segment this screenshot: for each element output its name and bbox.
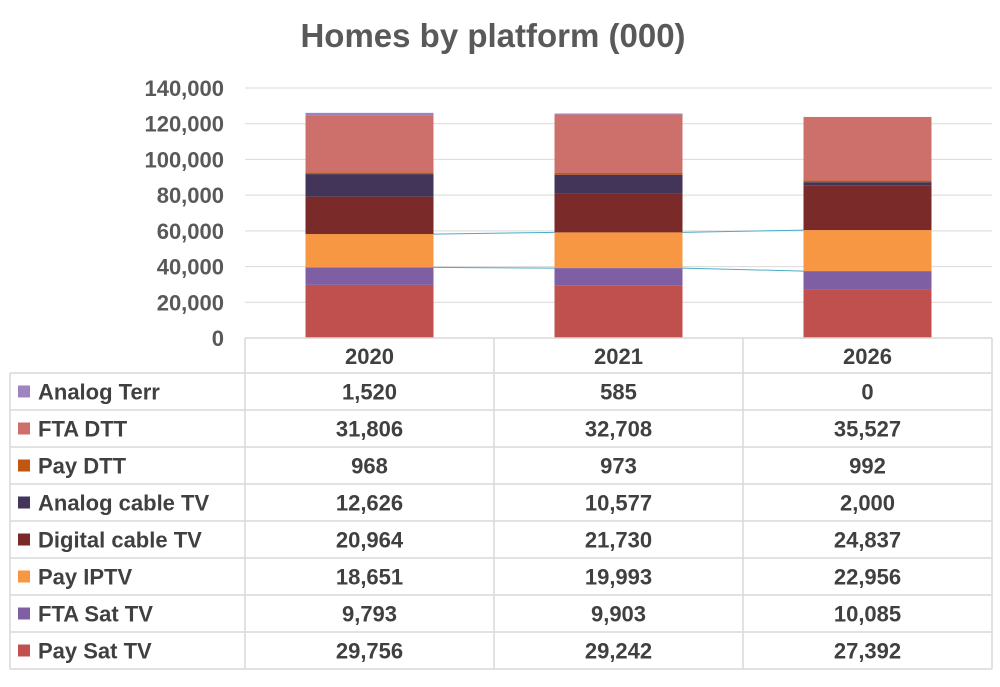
bars: Pay Sat TV 2020: 29,756FTA Sat TV 2020: … [305,112,932,338]
bar-digital-cable-tv-2026: Digital cable TV 2026: 24,837 [803,185,932,231]
bar-pay-dtt-2026: Pay DTT 2026: 992 [803,180,932,183]
legend-label: Analog cable TV [38,491,209,516]
bar-pay-iptv-2021: Pay IPTV 2021: 19,993 [554,232,683,269]
y-tick-label: 0 [212,326,224,351]
bar-pay-dtt-2021: Pay DTT 2021: 973 [554,172,683,175]
bar-fta-sat-tv-2020: FTA Sat TV 2020: 9,793 [305,267,434,285]
data-label: 35,527 [834,417,901,442]
y-tick-label: 20,000 [157,290,224,315]
data-label: 29,242 [585,639,652,664]
bar-pay-sat-tv-2020: Pay Sat TV 2020: 29,756 [305,284,434,338]
data-label: 1,520 [342,380,397,405]
data-label: 9,903 [591,602,646,627]
data-label: 0 [861,380,873,405]
bar-pay-sat-tv-2021: Pay Sat TV 2021: 29,242 [554,285,683,338]
bar-analog-cable-tv-2026: Analog cable TV 2026: 2,000 [803,182,932,186]
data-label: 32,708 [585,417,652,442]
y-tick-label: 140,000 [144,76,224,101]
data-label: 21,730 [585,528,652,553]
data-label: 29,756 [336,639,403,664]
legend-key [18,533,30,546]
data-label: 22,956 [834,565,901,590]
bar-pay-dtt-2020: Pay DTT 2020: 968 [305,172,434,175]
legend-key [18,570,30,583]
legend-label: Pay Sat TV [38,639,152,664]
bar-analog-terr-2020: Analog Terr 2020: 1,520 [305,112,434,116]
data-label: 31,806 [336,417,403,442]
legend-key [18,644,30,657]
data-label: 10,085 [834,602,901,627]
y-tick-label: 80,000 [157,183,224,208]
data-label: 585 [600,380,637,405]
x-tick-label: 2020 [345,344,394,369]
x-tick-label: 2021 [594,344,643,369]
x-tick-label: 2026 [843,344,892,369]
bar-analog-terr-2021: Analog Terr 2021: 585 [554,113,683,115]
data-label: 2,000 [840,491,895,516]
data-label: 12,626 [336,491,403,516]
y-tick-label: 60,000 [157,219,224,244]
y-tick-label: 100,000 [144,147,224,172]
series-connector-line [433,231,555,235]
data-label: 19,993 [585,565,652,590]
bar-digital-cable-tv-2020: Digital cable TV 2020: 20,964 [305,196,434,235]
legend-label: Pay DTT [38,454,127,479]
series-connector-line [682,267,804,272]
bar-fta-sat-tv-2026: FTA Sat TV 2026: 10,085 [803,271,932,290]
bar-pay-iptv-2026: Pay IPTV 2026: 22,956 [803,230,932,272]
series-connector-line [682,229,804,233]
bar-pay-sat-tv-2026: Pay Sat TV 2026: 27,392 [803,289,932,338]
data-label: 10,577 [585,491,652,516]
legend-key [18,385,30,398]
legend-label: FTA DTT [38,417,128,442]
bar-fta-dtt-2021: FTA DTT 2021: 32,708 [554,114,683,173]
data-label: 973 [600,454,637,479]
bar-pay-iptv-2020: Pay IPTV 2020: 18,651 [305,234,434,268]
y-tick-label: 120,000 [144,112,224,137]
bar-fta-sat-tv-2021: FTA Sat TV 2021: 9,903 [554,268,683,286]
legend-key [18,459,30,472]
data-label: 24,837 [834,528,901,553]
data-label: 27,392 [834,639,901,664]
bar-analog-cable-tv-2020: Analog cable TV 2020: 12,626 [305,174,434,197]
series-connector-line [433,266,555,269]
data-label: 18,651 [336,565,403,590]
data-label: 20,964 [336,528,404,553]
bar-fta-dtt-2020: FTA DTT 2020: 31,806 [305,115,434,173]
y-tick-label: 40,000 [157,255,224,280]
legend-key [18,422,30,435]
legend-label: Analog Terr [38,380,160,405]
data-label: 9,793 [342,602,397,627]
y-axis-ticks: 0 20,000 40,000 60,000 80,000 100,000 120,000 1… [144,76,224,351]
chart-title: Homes by platform (000) [300,17,685,54]
data-label: 968 [351,454,388,479]
legend-label: Pay IPTV [38,565,132,590]
legend-key [18,607,30,620]
data-label: 992 [849,454,886,479]
legend-key [18,496,30,509]
data-table: 2020 2021 2026 Analog Terr 1,520 585 0 FTA DTT 3… [9,337,993,670]
legend-label: Digital cable TV [38,528,202,553]
legend-label: FTA Sat TV [38,602,153,627]
bar-digital-cable-tv-2021: Digital cable TV 2021: 21,730 [554,193,683,233]
bar-fta-dtt-2026: FTA DTT 2026: 35,527 [803,116,932,181]
bar-analog-cable-tv-2021: Analog cable TV 2021: 10,577 [554,174,683,194]
